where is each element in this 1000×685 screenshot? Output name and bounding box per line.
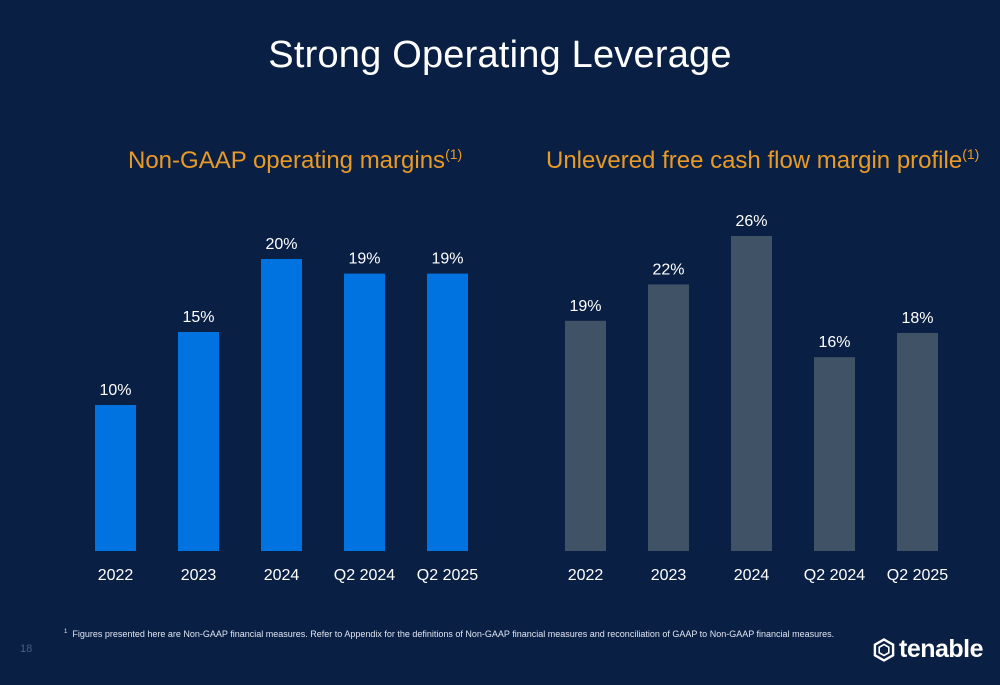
footnote-marker: 1 (64, 629, 68, 635)
bar-2022 (95, 405, 136, 551)
tenable-logo-icon (873, 637, 895, 662)
chart2-title-footnote-ref: (1) (962, 146, 980, 162)
bar-value-label: 19% (569, 298, 601, 315)
x-tick-label: 2024 (264, 567, 300, 584)
bar-value-label: 10% (99, 382, 131, 399)
bar-q2-2025 (427, 273, 468, 551)
bar-2023 (178, 332, 219, 551)
x-tick-label: Q2 2025 (417, 567, 478, 584)
bar-value-label: 18% (901, 310, 933, 327)
x-tick-label: Q2 2025 (887, 567, 948, 584)
x-tick-label: 2022 (98, 567, 134, 584)
footnote: 1 Figures presented here are Non-GAAP fin… (64, 629, 834, 639)
chart2-title-text: Unlevered free cash flow margin profile (546, 147, 963, 174)
fcf-margin-chart: 19% 2022 22% 2023 26% 2024 16% Q2 2024 18% Q2 202… (565, 213, 948, 584)
x-tick-label: 2023 (181, 567, 217, 584)
bar-q2-2024 (344, 273, 385, 551)
chart1-title-text: Non-GAAP operating margins (128, 147, 446, 174)
bar-q2-2025 (897, 332, 938, 551)
bar-2024 (731, 236, 772, 551)
bar-2022 (565, 320, 606, 551)
bar-value-label: 22% (652, 261, 684, 278)
bar-value-label: 15% (182, 309, 214, 326)
page-number: 18 (20, 643, 33, 655)
x-tick-label: Q2 2024 (804, 567, 865, 584)
operating-margins-chart: 10% 2022 15% 2023 20% 2024 19% Q2 2024 19% Q2 202… (95, 236, 478, 584)
slide-title: Strong Operating Leverage (268, 34, 732, 76)
x-tick-label: 2023 (651, 567, 687, 584)
footnote-text: Figures presented here are Non-GAAP fina… (72, 629, 835, 639)
bar-value-label: 16% (818, 334, 850, 351)
tenable-logo-text: tenable (899, 635, 984, 663)
tenable-logo: tenable (872, 635, 984, 664)
bar-value-label: 26% (735, 213, 767, 230)
chart1-title-footnote-ref: (1) (445, 146, 463, 162)
bar-q2-2024 (814, 357, 855, 551)
bar-value-label: 19% (431, 251, 463, 268)
bar-value-label: 20% (265, 236, 297, 253)
chart1-title: Non-GAAP operating margins(1) (128, 146, 462, 175)
bar-2024 (261, 259, 302, 551)
bar-2023 (648, 284, 689, 551)
x-tick-label: 2024 (734, 567, 770, 584)
bar-value-label: 19% (348, 251, 380, 268)
x-tick-label: Q2 2024 (334, 567, 395, 584)
chart2-title: Unlevered free cash flow margin profile(… (546, 146, 979, 175)
x-tick-label: 2022 (568, 567, 604, 584)
